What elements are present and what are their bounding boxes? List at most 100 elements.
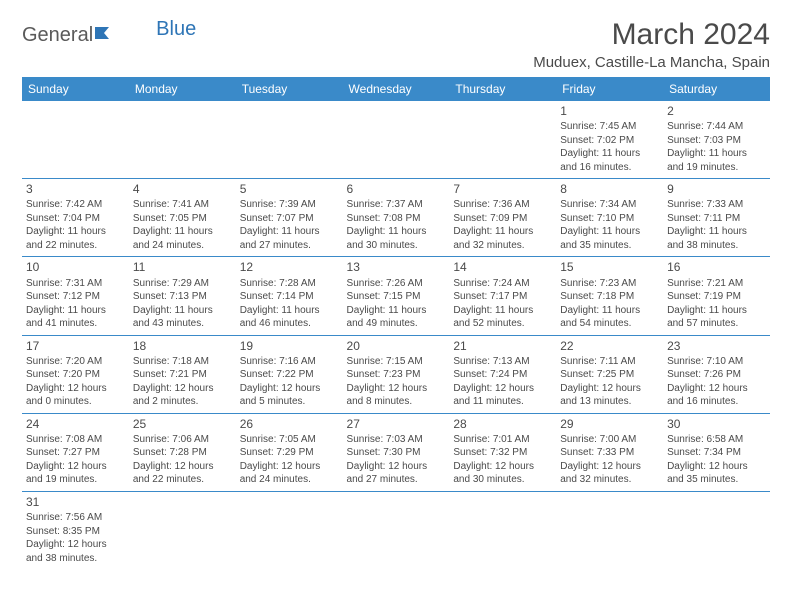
sun-info: and 27 minutes. (240, 239, 339, 253)
sun-info: Sunrise: 7:41 AM (133, 198, 232, 212)
sun-info: Daylight: 11 hours (133, 304, 232, 318)
calendar-day: 21Sunrise: 7:13 AMSunset: 7:24 PMDayligh… (449, 335, 556, 413)
calendar-day: 1Sunrise: 7:45 AMSunset: 7:02 PMDaylight… (556, 101, 663, 179)
sun-info: Daylight: 11 hours (133, 225, 232, 239)
calendar-day: 28Sunrise: 7:01 AMSunset: 7:32 PMDayligh… (449, 413, 556, 491)
sun-info: and 35 minutes. (560, 239, 659, 253)
sun-info: Sunset: 7:28 PM (133, 446, 232, 460)
sun-info: Sunrise: 7:29 AM (133, 277, 232, 291)
day-number: 23 (667, 338, 766, 354)
sun-info: and 30 minutes. (453, 473, 552, 487)
calendar-week: 1Sunrise: 7:45 AMSunset: 7:02 PMDaylight… (22, 101, 770, 179)
sun-info: Sunset: 7:10 PM (560, 212, 659, 226)
day-number: 21 (453, 338, 552, 354)
day-header: Tuesday (236, 77, 343, 101)
calendar-day: 6Sunrise: 7:37 AMSunset: 7:08 PMDaylight… (343, 179, 450, 257)
sun-info: Sunrise: 7:24 AM (453, 277, 552, 291)
calendar-day: 16Sunrise: 7:21 AMSunset: 7:19 PMDayligh… (663, 257, 770, 335)
sun-info: Daylight: 11 hours (240, 304, 339, 318)
day-number: 17 (26, 338, 125, 354)
calendar-day-empty (449, 491, 556, 569)
sun-info: Sunset: 7:07 PM (240, 212, 339, 226)
calendar-day: 9Sunrise: 7:33 AMSunset: 7:11 PMDaylight… (663, 179, 770, 257)
calendar-day-empty (129, 491, 236, 569)
sun-info: Daylight: 11 hours (26, 225, 125, 239)
sun-info: Daylight: 11 hours (453, 225, 552, 239)
sun-info: and 43 minutes. (133, 317, 232, 331)
day-header: Thursday (449, 77, 556, 101)
sun-info: and 46 minutes. (240, 317, 339, 331)
sun-info: and 0 minutes. (26, 395, 125, 409)
day-number: 12 (240, 259, 339, 275)
sun-info: Sunset: 7:20 PM (26, 368, 125, 382)
calendar-table: SundayMondayTuesdayWednesdayThursdayFrid… (22, 77, 770, 569)
sun-info: Daylight: 12 hours (26, 460, 125, 474)
day-number: 31 (26, 494, 125, 510)
day-number: 1 (560, 103, 659, 119)
sun-info: Sunset: 7:30 PM (347, 446, 446, 460)
sun-info: Sunrise: 7:31 AM (26, 277, 125, 291)
calendar-day-empty (449, 101, 556, 179)
sun-info: Daylight: 11 hours (667, 304, 766, 318)
sun-info: Sunrise: 7:11 AM (560, 355, 659, 369)
sun-info: Sunrise: 7:44 AM (667, 120, 766, 134)
sun-info: Sunrise: 7:18 AM (133, 355, 232, 369)
calendar-day: 23Sunrise: 7:10 AMSunset: 7:26 PMDayligh… (663, 335, 770, 413)
calendar-week: 24Sunrise: 7:08 AMSunset: 7:27 PMDayligh… (22, 413, 770, 491)
sun-info: Daylight: 12 hours (133, 460, 232, 474)
sun-info: Daylight: 12 hours (667, 460, 766, 474)
calendar-day: 29Sunrise: 7:00 AMSunset: 7:33 PMDayligh… (556, 413, 663, 491)
day-number: 15 (560, 259, 659, 275)
sun-info: and 16 minutes. (560, 161, 659, 175)
calendar-day: 26Sunrise: 7:05 AMSunset: 7:29 PMDayligh… (236, 413, 343, 491)
day-number: 11 (133, 259, 232, 275)
sun-info: Sunset: 7:26 PM (667, 368, 766, 382)
sun-info: Sunrise: 7:13 AM (453, 355, 552, 369)
calendar-day: 10Sunrise: 7:31 AMSunset: 7:12 PMDayligh… (22, 257, 129, 335)
sun-info: Sunset: 7:08 PM (347, 212, 446, 226)
day-header: Saturday (663, 77, 770, 101)
sun-info: Daylight: 12 hours (240, 460, 339, 474)
calendar-day: 3Sunrise: 7:42 AMSunset: 7:04 PMDaylight… (22, 179, 129, 257)
day-number: 16 (667, 259, 766, 275)
sun-info: and 52 minutes. (453, 317, 552, 331)
sun-info: Daylight: 11 hours (347, 225, 446, 239)
title-block: March 2024 Muduex, Castille-La Mancha, S… (533, 18, 770, 71)
day-number: 20 (347, 338, 446, 354)
sun-info: Daylight: 12 hours (347, 460, 446, 474)
sun-info: Sunrise: 7:37 AM (347, 198, 446, 212)
day-number: 14 (453, 259, 552, 275)
sun-info: Sunrise: 7:33 AM (667, 198, 766, 212)
sun-info: and 16 minutes. (667, 395, 766, 409)
sun-info: and 27 minutes. (347, 473, 446, 487)
sun-info: Sunset: 7:09 PM (453, 212, 552, 226)
sun-info: Sunset: 7:13 PM (133, 290, 232, 304)
sun-info: Sunset: 7:02 PM (560, 134, 659, 148)
sun-info: and 22 minutes. (26, 239, 125, 253)
calendar-day: 17Sunrise: 7:20 AMSunset: 7:20 PMDayligh… (22, 335, 129, 413)
sun-info: Sunrise: 7:08 AM (26, 433, 125, 447)
sun-info: Sunrise: 7:39 AM (240, 198, 339, 212)
calendar-day: 13Sunrise: 7:26 AMSunset: 7:15 PMDayligh… (343, 257, 450, 335)
sun-info: and 24 minutes. (240, 473, 339, 487)
sun-info: Sunrise: 7:06 AM (133, 433, 232, 447)
sun-info: Daylight: 12 hours (26, 538, 125, 552)
calendar-day-empty (663, 491, 770, 569)
sun-info: Sunset: 7:25 PM (560, 368, 659, 382)
day-header: Friday (556, 77, 663, 101)
day-number: 5 (240, 181, 339, 197)
sun-info: and 38 minutes. (26, 552, 125, 566)
sun-info: Daylight: 11 hours (560, 225, 659, 239)
sun-info: and 41 minutes. (26, 317, 125, 331)
sun-info: Sunset: 7:04 PM (26, 212, 125, 226)
sun-info: Sunset: 8:35 PM (26, 525, 125, 539)
sun-info: and 24 minutes. (133, 239, 232, 253)
day-number: 27 (347, 416, 446, 432)
calendar-day-empty (556, 491, 663, 569)
day-number: 4 (133, 181, 232, 197)
sun-info: Sunrise: 7:36 AM (453, 198, 552, 212)
sun-info: and 8 minutes. (347, 395, 446, 409)
day-number: 24 (26, 416, 125, 432)
sun-info: Sunrise: 7:05 AM (240, 433, 339, 447)
sun-info: and 54 minutes. (560, 317, 659, 331)
